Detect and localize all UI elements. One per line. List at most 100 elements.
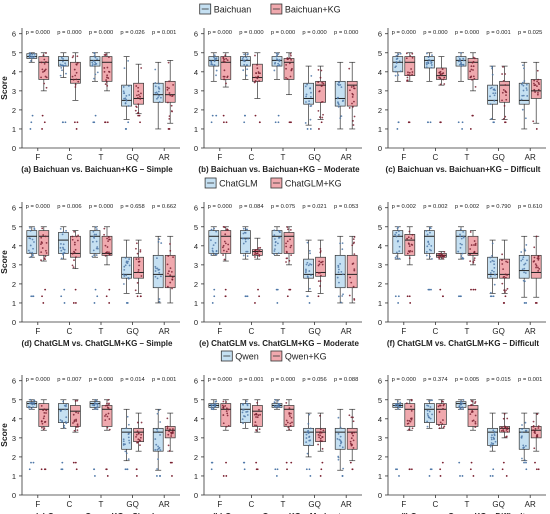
data-point	[154, 265, 157, 268]
data-point	[351, 102, 353, 105]
data-point	[125, 274, 128, 277]
data-point	[95, 240, 98, 243]
x-tick-label: T	[99, 500, 104, 509]
outlier-point	[32, 461, 35, 464]
p-value-label: p = 0.001	[518, 377, 542, 383]
data-point	[139, 250, 142, 253]
y-tick-label: 2	[378, 453, 382, 462]
data-point	[222, 249, 225, 252]
data-point	[350, 416, 353, 419]
data-point	[461, 257, 464, 260]
data-point	[439, 404, 441, 407]
data-point	[277, 62, 280, 65]
p-value-label: p = 0.005	[455, 377, 479, 383]
data-point	[107, 407, 110, 410]
data-point	[320, 431, 323, 434]
data-point	[339, 242, 341, 245]
data-point	[154, 85, 157, 88]
box-kg	[164, 254, 176, 289]
data-point	[105, 79, 108, 81]
outlier-point	[106, 121, 109, 124]
data-point	[167, 433, 170, 436]
data-point	[285, 76, 287, 79]
outlier-point	[125, 302, 128, 304]
data-point	[522, 256, 525, 259]
data-point	[33, 403, 36, 406]
data-point	[336, 276, 339, 279]
data-point	[506, 417, 509, 420]
data-point	[134, 289, 137, 292]
data-point	[93, 77, 95, 80]
data-point	[61, 60, 64, 63]
data-point	[274, 401, 276, 404]
data-point	[44, 258, 46, 261]
data-point	[227, 424, 230, 427]
data-point	[319, 437, 322, 440]
data-point	[337, 271, 340, 274]
data-point	[340, 86, 343, 89]
box-base	[208, 230, 220, 254]
data-point	[408, 230, 411, 233]
data-point	[472, 261, 475, 264]
outlier-point	[72, 302, 75, 304]
p-value-label: p = 0.001	[486, 30, 510, 36]
data-point	[308, 270, 311, 272]
data-point	[63, 248, 66, 251]
y-tick-label: 2	[194, 106, 198, 115]
outlier-point	[504, 121, 506, 124]
data-point	[94, 73, 97, 76]
data-point	[61, 420, 64, 422]
y-tick-label: 5	[12, 49, 16, 58]
data-point	[125, 99, 128, 102]
data-point	[74, 86, 77, 88]
data-point	[223, 69, 226, 72]
data-point	[474, 426, 477, 428]
data-point	[310, 91, 312, 94]
data-point	[62, 248, 65, 250]
outlier-point	[275, 475, 278, 477]
p-value-label: p = 0.000	[302, 30, 326, 36]
data-point	[443, 403, 445, 406]
y-tick-label: 0	[194, 491, 198, 500]
data-point	[520, 98, 523, 101]
data-point	[309, 263, 311, 265]
data-point	[128, 439, 130, 442]
p-value-label: p = 0.056	[302, 377, 326, 383]
data-point	[336, 438, 339, 440]
y-tick-label: 6	[378, 377, 382, 386]
data-point	[427, 400, 430, 402]
data-point	[171, 287, 173, 290]
data-point	[304, 85, 307, 88]
data-point	[65, 229, 67, 232]
data-point	[106, 66, 109, 69]
p-value-label: p = 0.000	[423, 30, 447, 36]
data-point	[123, 92, 125, 95]
data-point	[127, 260, 129, 263]
data-point	[255, 252, 258, 255]
outlier-point	[428, 288, 431, 291]
data-point	[459, 228, 462, 231]
outlier-point	[41, 295, 43, 298]
data-point	[137, 90, 140, 93]
data-point	[501, 259, 503, 262]
box-kg	[133, 256, 144, 279]
data-point	[439, 252, 442, 255]
data-point	[426, 52, 428, 55]
data-point	[310, 75, 313, 77]
data-point	[399, 403, 401, 406]
data-point	[75, 420, 78, 422]
data-point	[457, 250, 460, 253]
data-point	[226, 75, 229, 78]
outlier-point	[410, 468, 413, 471]
box-kg	[220, 403, 232, 427]
data-point	[167, 255, 170, 257]
data-point	[158, 82, 160, 85]
x-tick-label: AR	[525, 500, 536, 509]
data-point	[171, 430, 174, 433]
data-point	[122, 440, 125, 443]
outlier-point	[471, 114, 474, 117]
data-point	[288, 428, 291, 431]
outlier-point	[63, 288, 66, 291]
data-point	[29, 52, 32, 55]
data-point	[135, 105, 138, 108]
